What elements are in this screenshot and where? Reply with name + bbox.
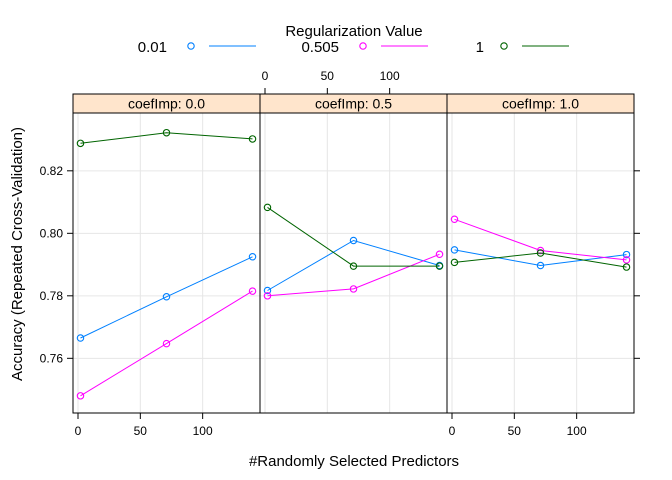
strip-2 (446, 93, 635, 114)
series-line-2-1 (454, 218, 627, 261)
axes: 0 50 100 0 50 100 0 50 100 0.76 0.78 0.80 0.82 (40, 69, 640, 438)
data-point-0-2-0 (76, 139, 85, 148)
data-point-2-2-1 (536, 249, 545, 257)
data-point-1-0-1 (349, 236, 358, 245)
legend-marker-0 (187, 42, 195, 50)
series-line-2-2 (454, 252, 627, 268)
data-point-2-0-0 (450, 246, 459, 254)
legend-marker-2 (500, 42, 508, 50)
series-line-0-2 (80, 132, 253, 144)
legend: Regularization Value 0.01 0.505 1 (138, 23, 569, 56)
data-point-0-2-2 (248, 135, 257, 143)
panel-0: coefImp: 0.0 (72, 93, 261, 414)
legend-marker-1 (359, 42, 367, 50)
panel-2: coefImp: 1.0 (446, 93, 635, 414)
x-tick-label-0-2: 100 (193, 424, 213, 438)
data-point-1-2-1 (349, 262, 358, 270)
y-axis-label: Accuracy (Repeated Cross-Validation) (9, 127, 26, 381)
legend-label-1: 0.505 (301, 39, 339, 56)
panel-border-2 (446, 112, 635, 414)
data-point-2-1-2 (622, 256, 631, 264)
data-point-1-1-0 (263, 292, 272, 300)
strip-label-0: coefImp: 0.0 (128, 96, 205, 112)
data-point-2-2-0 (450, 258, 459, 267)
legend-title: Regularization Value (285, 23, 422, 40)
data-point-2-1-0 (450, 215, 459, 224)
data-point-2-0-1 (536, 261, 545, 270)
x-tick-label-0-0: 0 (75, 424, 82, 438)
data-point-1-0-0 (263, 286, 272, 295)
strip-label-1: coefImp: 0.5 (315, 96, 392, 112)
series-line-0-0 (80, 256, 253, 339)
strip-label-2: coefImp: 1.0 (502, 96, 579, 112)
data-point-0-2-1 (162, 128, 171, 137)
series-line-1-2 (267, 206, 440, 267)
panel-border-0 (72, 112, 261, 414)
data-point-2-1-1 (536, 246, 545, 255)
data-point-1-2-2 (435, 262, 444, 270)
series-line-2-0 (454, 249, 627, 267)
data-point-0-0-2 (248, 253, 257, 261)
data-point-2-2-2 (622, 263, 631, 271)
data-point-1-1-1 (349, 285, 358, 293)
x-tick-label-1-0: 0 (262, 69, 269, 83)
data-point-1-2-0 (263, 203, 272, 212)
series-line-1-0 (267, 239, 440, 291)
series-line-0-1 (80, 290, 253, 397)
y-tick-label-0: 0.76 (40, 351, 64, 365)
data-point-0-0-1 (162, 292, 171, 301)
data-point-0-1-0 (76, 392, 85, 400)
x-axis-label: #Randomly Selected Predictors (249, 453, 459, 470)
y-tick-label-3: 0.82 (40, 164, 64, 178)
x-tick-label-2-2: 100 (567, 424, 587, 438)
data-point-1-1-2 (435, 250, 444, 259)
legend-label-2: 1 (476, 39, 484, 56)
x-tick-label-0-1: 50 (134, 424, 148, 438)
x-tick-label-2-1: 50 (508, 424, 522, 438)
data-point-0-1-2 (248, 287, 257, 295)
legend-label-0: 0.01 (138, 39, 167, 56)
y-tick-label-2: 0.80 (40, 226, 64, 240)
x-tick-label-1-1: 50 (321, 69, 335, 83)
y-tick-label-1: 0.78 (40, 289, 64, 303)
data-point-2-0-2 (622, 250, 631, 259)
panel-1: coefImp: 0.5 (259, 93, 448, 414)
x-tick-label-2-0: 0 (449, 424, 456, 438)
panels: coefImp: 0.0 coefImp: 0.5 coefImp: 1.0 (72, 93, 635, 414)
data-point-0-0-0 (76, 334, 85, 342)
x-tick-label-1-2: 100 (380, 69, 400, 83)
data-point-0-1-1 (162, 339, 171, 348)
